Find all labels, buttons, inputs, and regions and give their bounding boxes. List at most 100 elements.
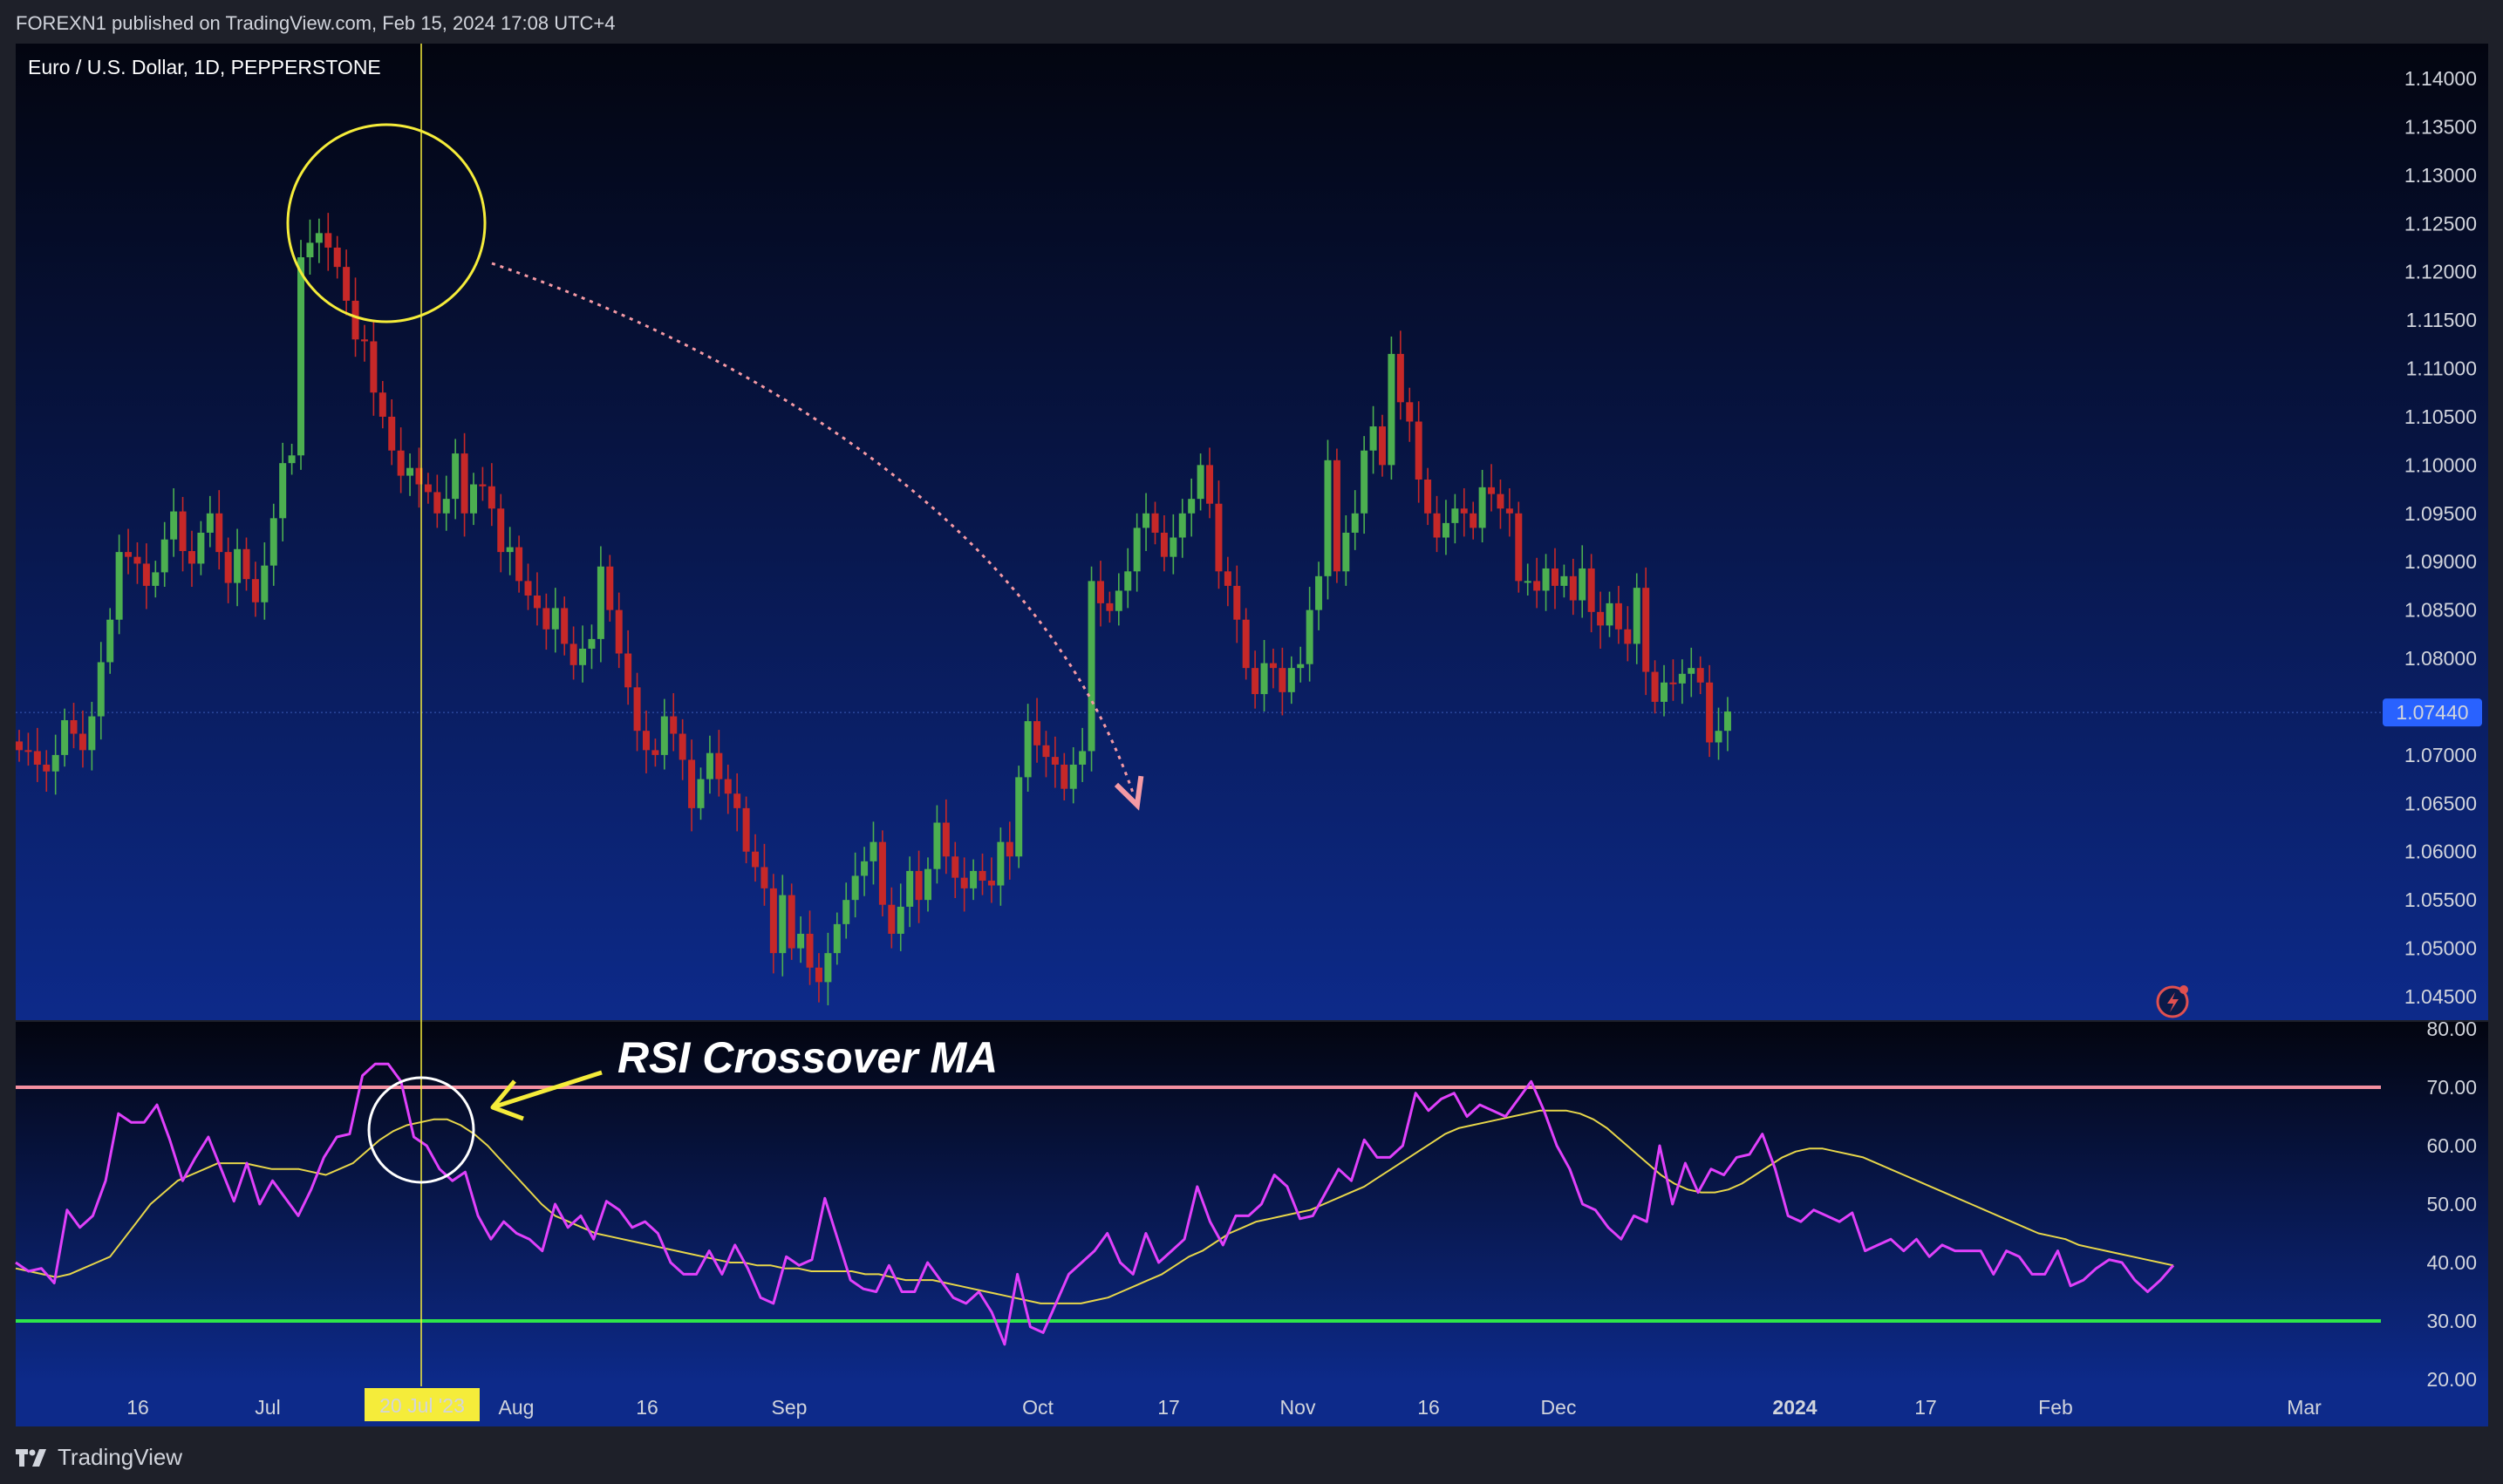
candle-down[interactable] — [188, 551, 195, 564]
candle-down[interactable] — [351, 300, 359, 340]
candle-up[interactable] — [306, 242, 314, 258]
candle-down[interactable] — [224, 552, 232, 583]
candle-down[interactable] — [1279, 668, 1286, 692]
candle-down[interactable] — [1406, 402, 1414, 422]
candle-down[interactable] — [1642, 588, 1650, 672]
candle-up[interactable] — [1024, 721, 1032, 778]
candle-up[interactable] — [315, 233, 323, 243]
candle-down[interactable] — [70, 719, 78, 734]
candle-up[interactable] — [970, 870, 978, 888]
candle-down[interactable] — [788, 895, 795, 949]
candle-down[interactable] — [606, 566, 614, 610]
candle-down[interactable] — [615, 609, 623, 654]
candle-up[interactable] — [88, 716, 96, 751]
candle-down[interactable] — [1433, 513, 1441, 538]
candle-up[interactable] — [1188, 499, 1196, 514]
candle-down[interactable] — [1151, 513, 1159, 533]
candle-down[interactable] — [1415, 421, 1422, 480]
candle-down[interactable] — [1706, 682, 1714, 743]
candle-up[interactable] — [170, 511, 178, 540]
candle-down[interactable] — [1224, 571, 1231, 586]
candle-up[interactable] — [1678, 673, 1686, 684]
candle-down[interactable] — [1333, 459, 1340, 572]
candle-down[interactable] — [1505, 508, 1513, 514]
candle-up[interactable] — [706, 752, 713, 779]
candle-down[interactable] — [979, 870, 986, 881]
candle-down[interactable] — [1396, 353, 1404, 403]
candle-up[interactable] — [206, 513, 214, 533]
candle-down[interactable] — [806, 933, 814, 968]
candle-up[interactable] — [442, 499, 450, 514]
candle-up[interactable] — [833, 923, 841, 954]
candle-up[interactable] — [1088, 581, 1095, 752]
candle-down[interactable] — [1497, 494, 1504, 509]
rsi-pane[interactable] — [16, 1022, 2488, 1385]
candle-up[interactable] — [1315, 575, 1323, 610]
candle-down[interactable] — [1669, 682, 1677, 684]
candle-down[interactable] — [242, 548, 250, 580]
candle-down[interactable] — [524, 581, 532, 596]
candle-up[interactable] — [1287, 668, 1295, 692]
candle-up[interactable] — [279, 463, 287, 519]
candle-down[interactable] — [460, 453, 468, 514]
candle-up[interactable] — [234, 548, 242, 583]
candle-up[interactable] — [1170, 537, 1177, 557]
candle-down[interactable] — [43, 764, 51, 772]
candle-up[interactable] — [824, 953, 832, 983]
candle-down[interactable] — [1597, 611, 1605, 626]
candle-up[interactable] — [1542, 568, 1550, 591]
candle-down[interactable] — [78, 733, 86, 751]
candle-down[interactable] — [878, 841, 886, 905]
candle-down[interactable] — [987, 880, 995, 886]
candle-down[interactable] — [424, 484, 432, 493]
candle-down[interactable] — [1460, 508, 1468, 514]
candle-down[interactable] — [1551, 568, 1558, 586]
candle-up[interactable] — [269, 518, 277, 566]
candle-down[interactable] — [1587, 568, 1595, 612]
candle-up[interactable] — [1388, 353, 1395, 466]
candle-down[interactable] — [1096, 581, 1104, 603]
candle-up[interactable] — [660, 716, 668, 755]
candle-down[interactable] — [415, 467, 423, 485]
candle-up[interactable] — [924, 868, 931, 901]
candle-down[interactable] — [1252, 668, 1259, 695]
candle-up[interactable] — [1015, 777, 1023, 857]
candle-down[interactable] — [1215, 503, 1223, 572]
candle-up[interactable] — [1079, 751, 1087, 765]
candle-up[interactable] — [851, 875, 859, 901]
candle-down[interactable] — [179, 511, 187, 552]
candle-up[interactable] — [1297, 664, 1305, 669]
candle-up[interactable] — [861, 861, 869, 876]
candle-down[interactable] — [397, 450, 405, 476]
candle-down[interactable] — [715, 752, 723, 779]
candle-up[interactable] — [297, 257, 305, 456]
candle-up[interactable] — [797, 933, 805, 949]
candle-down[interactable] — [752, 851, 760, 868]
candle-up[interactable] — [1324, 459, 1332, 576]
candle-up[interactable] — [933, 822, 941, 869]
candle-down[interactable] — [1488, 487, 1496, 494]
candle-up[interactable] — [261, 565, 269, 602]
candle-down[interactable] — [1160, 532, 1168, 557]
candle-up[interactable] — [160, 539, 168, 573]
candle-up[interactable] — [106, 619, 114, 663]
candle-up[interactable] — [1361, 450, 1368, 514]
candle-up[interactable] — [97, 662, 105, 717]
snapshot-icon[interactable] — [2156, 985, 2189, 1018]
candle-up[interactable] — [1661, 682, 1668, 702]
candle-up[interactable] — [551, 608, 559, 630]
candle-down[interactable] — [479, 484, 487, 487]
candle-up[interactable] — [61, 719, 69, 755]
candle-down[interactable] — [388, 416, 396, 451]
candle-down[interactable] — [624, 653, 632, 688]
candle-up[interactable] — [588, 638, 596, 649]
candle-down[interactable] — [1424, 479, 1432, 514]
candle-down[interactable] — [942, 822, 950, 857]
candle-up[interactable] — [1260, 663, 1268, 695]
price-pane[interactable] — [16, 44, 2488, 1020]
candle-down[interactable] — [1614, 602, 1622, 630]
candle-up[interactable] — [1351, 513, 1359, 533]
candle-up[interactable] — [406, 467, 414, 476]
candle-up[interactable] — [1606, 602, 1613, 626]
candle-down[interactable] — [1515, 513, 1523, 582]
